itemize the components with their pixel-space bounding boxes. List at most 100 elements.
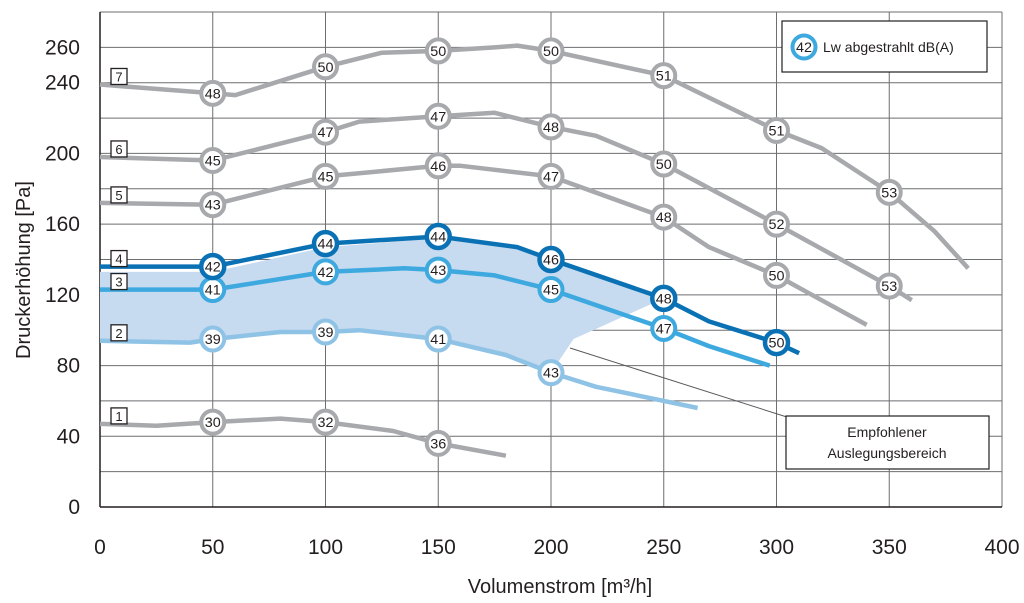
data-point-label: 53: [881, 278, 897, 294]
data-point-marker: [537, 359, 565, 387]
data-point-marker: [312, 258, 339, 286]
data-point-marker: [312, 53, 339, 81]
data-point-marker: [650, 314, 678, 342]
data-point-label: 50: [656, 156, 672, 172]
series-name-label: 3: [115, 275, 122, 290]
data-point-marker: [424, 325, 452, 353]
data-point-label: 45: [318, 168, 334, 184]
series-name-label: 2: [115, 326, 122, 341]
series-line-7: [99, 43, 970, 270]
data-point-label: 46: [543, 252, 559, 268]
y-tick-label: 0: [68, 496, 80, 519]
data-point-label: 50: [430, 43, 446, 59]
data-point-label: 48: [543, 119, 559, 135]
data-point-marker: [424, 102, 452, 130]
series-box-3: [110, 272, 128, 291]
data-point-marker: [199, 252, 227, 281]
y-axis-title: Druckerhöhung [Pa]: [13, 181, 35, 359]
data-point-marker: [763, 261, 790, 289]
recommended-area: [100, 238, 664, 373]
data-point-label: 47: [318, 124, 334, 140]
data-point-label: 41: [430, 331, 446, 347]
x-tick-label: 350: [872, 536, 907, 559]
series-box-1: [110, 407, 128, 425]
data-point-label: 30: [205, 414, 221, 430]
legend: 42 Lw abgestrahlt dB(A): [781, 20, 988, 73]
data-point-label: 47: [543, 168, 559, 184]
data-point-label: 39: [205, 331, 221, 347]
series-box-5: [110, 186, 128, 204]
x-tick-label: 250: [646, 536, 681, 559]
legend-sample-marker: [790, 33, 818, 61]
data-point-marker: [424, 429, 452, 457]
series-name-label: 5: [115, 188, 122, 203]
series-box-2: [110, 324, 128, 342]
x-tick-label: 50: [201, 536, 224, 559]
y-tick-label: 260: [45, 36, 80, 59]
data-point-label: 43: [543, 365, 559, 381]
series-box-4: [110, 249, 128, 268]
series-name-label: 6: [115, 142, 122, 157]
callout-label-line2: Auslegungsbereich: [827, 445, 946, 461]
series-lines: [99, 43, 970, 458]
data-point-label: 50: [318, 59, 334, 75]
series-line-2: [99, 327, 699, 411]
recommended-area-callout: Empfohlener Auslegungsbereich: [569, 347, 990, 470]
data-point-marker: [312, 408, 339, 436]
data-point-label: 50: [769, 267, 785, 283]
data-point-marker: [762, 328, 791, 357]
data-point-label: 42: [205, 259, 221, 275]
data-point-marker: [537, 162, 565, 190]
data-point-label: 43: [205, 197, 221, 213]
data-point-marker: [199, 147, 227, 174]
y-tick-label: 200: [45, 142, 80, 165]
x-tick-label: 100: [308, 536, 343, 559]
data-point-marker: [199, 408, 227, 436]
series-box-7: [110, 67, 128, 86]
x-axis-title: Volumenstrom [m³/h]: [468, 576, 653, 598]
data-point-marker: [424, 37, 452, 65]
data-point-label: 51: [656, 68, 672, 84]
data-point-marker: [875, 272, 903, 300]
x-tick-label: 200: [533, 536, 568, 559]
data-point-label: 44: [430, 229, 446, 245]
data-point-label: 51: [769, 122, 785, 138]
series-name-label: 7: [115, 69, 122, 84]
recommended-area-fill: [100, 238, 664, 373]
data-point-label: 45: [543, 282, 559, 298]
data-point-label: 39: [318, 324, 334, 340]
series-name-label: 1: [115, 409, 122, 424]
x-tick-label: 0: [94, 536, 106, 559]
data-point-label: 44: [318, 236, 334, 252]
data-point-marker: [537, 245, 565, 274]
data-point-label: 47: [656, 320, 672, 336]
y-tick-label: 240: [45, 72, 80, 95]
data-point-marker: [424, 152, 452, 180]
callout-leader-line: [569, 347, 791, 419]
data-point-marker: [537, 37, 565, 65]
data-point-marker: [650, 62, 678, 90]
data-point-label: 48: [205, 85, 221, 101]
x-tick-label: 150: [421, 536, 456, 559]
legend-sample-value: 42: [796, 39, 812, 55]
data-point-marker: [199, 325, 227, 353]
y-tick-label: 120: [45, 284, 80, 307]
data-point-marker: [199, 79, 227, 107]
data-point-label: 36: [430, 435, 446, 451]
data-point-marker: [312, 162, 339, 190]
data-point-label: 47: [430, 108, 446, 124]
series-name-label: 4: [115, 252, 122, 267]
series-box-6: [110, 140, 128, 158]
data-point-marker: [875, 178, 903, 206]
data-point-label: 50: [543, 43, 559, 59]
callout-label-line1: Empfohlener: [847, 424, 927, 440]
legend-label: Lw abgestrahlt dB(A): [823, 39, 954, 55]
data-point-marker: [763, 116, 790, 144]
series-line-4: [100, 234, 801, 356]
data-point-marker: [650, 284, 678, 313]
data-point-marker: [424, 222, 452, 251]
data-point-label: 50: [769, 335, 785, 351]
data-point-marker: [311, 229, 340, 258]
series-line-6: [99, 110, 914, 303]
